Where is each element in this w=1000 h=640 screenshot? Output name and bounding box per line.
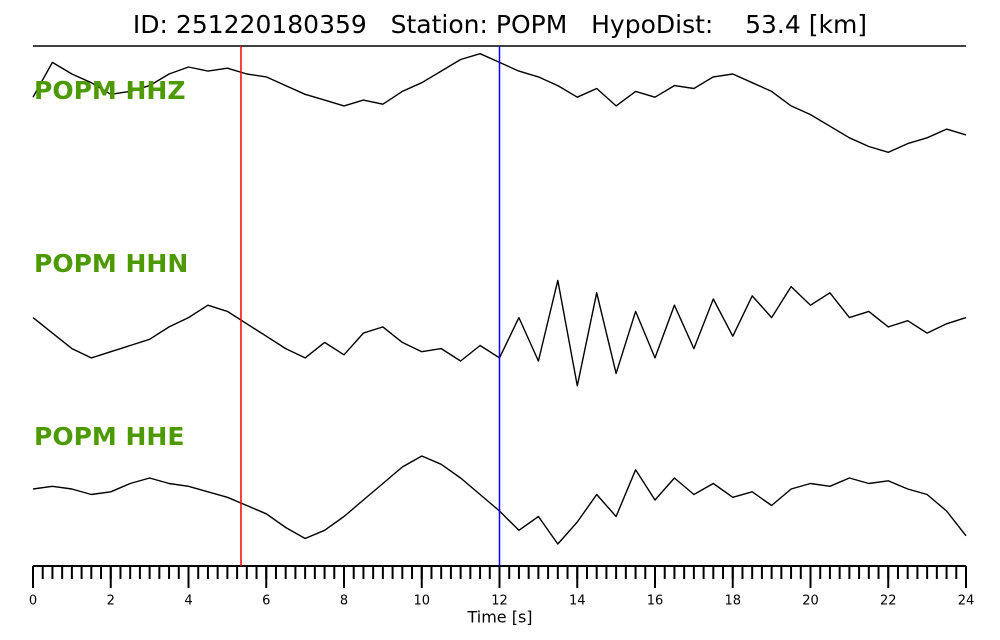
x-tick-label: 6	[262, 594, 270, 609]
x-tick-label: 0	[29, 594, 37, 609]
trace-label: POPM HHZ	[34, 76, 185, 105]
trace-label: POPM HHN	[34, 249, 188, 278]
x-tick-label: 8	[340, 594, 348, 609]
x-tick-label: 16	[647, 594, 664, 609]
x-tick-label: 4	[184, 594, 192, 609]
x-tick-label: 24	[958, 594, 975, 609]
x-tick-label: 14	[569, 594, 586, 609]
x-tick-label: 22	[880, 594, 897, 609]
trace-label: POPM HHE	[34, 422, 184, 451]
x-tick-label: 2	[107, 594, 115, 609]
chart-title: ID: 251220180359 Station: POPM HypoDist:…	[133, 10, 867, 39]
x-tick-label: 12	[491, 594, 508, 609]
x-tick-label: 20	[802, 594, 819, 609]
x-tick-label: 18	[724, 594, 741, 609]
x-axis-label: Time [s]	[466, 608, 532, 627]
x-tick-label: 10	[413, 594, 430, 609]
